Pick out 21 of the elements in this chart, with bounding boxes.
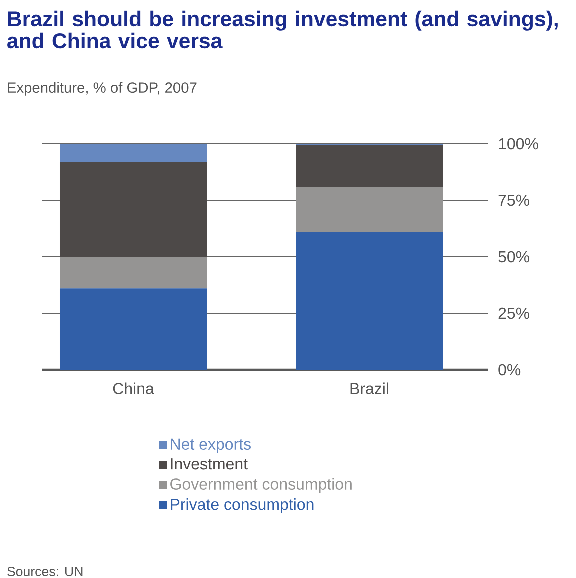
- bar: [296, 186, 444, 232]
- bar: [60, 162, 207, 257]
- legend-label: Net exports: [171, 438, 251, 454]
- y-tick-label: 50%: [498, 251, 530, 263]
- legend-label: Private consumption: [171, 498, 314, 514]
- y-tick-label: 100%: [499, 138, 538, 150]
- bar: [296, 232, 444, 370]
- chart-subtitle: Expenditure, % of GDP, 2007: [8, 82, 197, 96]
- bar: [296, 145, 444, 187]
- bar: [60, 144, 207, 162]
- y-tick-label: 25%: [498, 308, 530, 320]
- y-tick-label: 75%: [498, 194, 530, 206]
- bar: [60, 256, 207, 289]
- legend-label: Investment: [171, 458, 248, 470]
- legend-label: Government consumption: [170, 478, 352, 494]
- y-tick-label: 0%: [498, 364, 521, 376]
- source-note: Sources: UN: [8, 566, 83, 576]
- x-tick-label: Brazil: [350, 382, 388, 394]
- x-tick-label: China: [113, 382, 154, 394]
- chart-title: Brazil should be increasing investment (and savings), and China vice versa: [8, 10, 558, 49]
- bar: [60, 288, 207, 370]
